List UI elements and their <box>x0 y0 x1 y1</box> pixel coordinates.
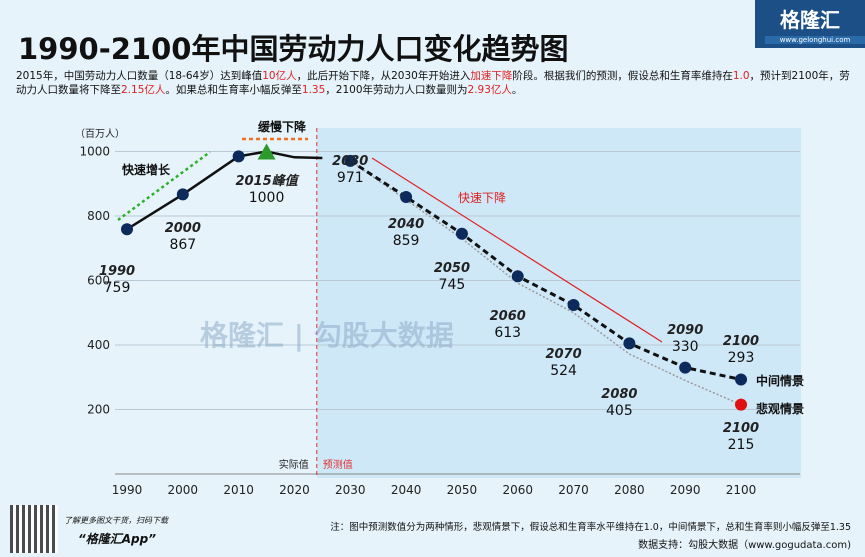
x-tick-label: 2000 <box>168 483 199 497</box>
point-value-label: 405 <box>606 403 633 419</box>
point-value-label: 971 <box>337 170 364 186</box>
page-title: 1990-2100年中国劳动力人口变化趋势图 <box>18 32 569 66</box>
point-year-label: 2100 <box>723 334 759 349</box>
desc-text: 。 <box>511 84 523 96</box>
desc-highlight: 加速下降 <box>470 70 513 82</box>
x-tick-label: 2010 <box>223 483 254 497</box>
point-value-label: 867 <box>169 237 196 253</box>
x-tick-label: 2030 <box>335 483 366 497</box>
data-point <box>176 188 189 201</box>
data-point <box>735 373 748 386</box>
brand-url: www.gelonghui.com <box>765 36 865 44</box>
desc-text: 2015年，中国劳动力人口数量（18-64岁）达到峰值 <box>16 70 263 82</box>
y-tick-label: 600 <box>87 274 110 288</box>
x-tick-label: 2080 <box>614 483 645 497</box>
actual-label: 实际值 <box>279 458 309 471</box>
data-point <box>121 223 133 236</box>
desc-text: ，此后开始下降，从2030年开始进入 <box>296 70 471 82</box>
data-point <box>400 190 413 203</box>
point-year-label: 2050 <box>434 261 470 276</box>
x-tick-label: 2100 <box>726 483 757 497</box>
slow-decline-label: 缓慢下降 <box>258 119 307 134</box>
point-year-label: 2060 <box>490 309 526 324</box>
point-year-label: 2000 <box>165 221 201 236</box>
x-tick-label: 2020 <box>279 483 310 497</box>
forecast-label: 预测值 <box>323 458 353 471</box>
data-point <box>232 150 245 163</box>
point-value-label: 215 <box>728 437 755 453</box>
point-year-label: 2030 <box>332 154 368 169</box>
fast-decline-label: 快速下降 <box>458 191 506 205</box>
data-point <box>679 361 692 374</box>
point-year-label: 2070 <box>545 347 581 362</box>
legend-middle: 中间情景 <box>756 373 804 388</box>
growth-arrow <box>117 150 211 222</box>
y-tick-label: 1000 <box>79 145 110 159</box>
data-point <box>344 154 357 167</box>
desc-highlight: 1.0 <box>732 70 750 82</box>
app-name: “格隆汇App” <box>78 532 156 546</box>
desc-text: 。如果总和生育率小幅反弹至 <box>165 84 302 96</box>
point-year-label: 2080 <box>601 387 637 402</box>
legend-pessimistic: 悲观情景 <box>756 401 804 416</box>
fast-decline-arrow <box>371 157 663 343</box>
x-tick-label: 2040 <box>391 483 422 497</box>
watermark: 格隆汇 | 勾股大数据 <box>200 319 454 352</box>
desc-highlight: 2.15亿人 <box>121 84 166 96</box>
fast-growth-label: 快速增长 <box>122 162 171 177</box>
point-year-label: 1990 <box>99 264 135 279</box>
x-tick-label: 2060 <box>502 483 533 497</box>
y-axis-label: （百万人） <box>75 128 125 140</box>
x-tick-label: 1990 <box>112 483 143 497</box>
desc-text: ，2100年劳动力人口数量则为 <box>325 84 468 96</box>
data-point <box>567 299 580 312</box>
y-tick-label: 200 <box>87 403 110 417</box>
desc-text: ，预计到2100年，劳动力人口数量将下降至 <box>16 70 850 96</box>
x-tick-label: 2050 <box>447 483 478 497</box>
forecast-region <box>316 128 802 478</box>
data-point-pessimistic <box>735 398 748 411</box>
x-tick-label: 2090 <box>670 483 701 497</box>
point-value-label: 859 <box>393 233 420 249</box>
desc-highlight: 2.93亿人 <box>467 84 512 96</box>
data-point <box>623 337 636 350</box>
data-point <box>455 227 468 240</box>
desc-highlight: 10亿人 <box>262 70 297 82</box>
peak-marker <box>257 143 276 160</box>
point-value-label: 613 <box>494 325 521 341</box>
point-value-label: 1000 <box>249 190 285 206</box>
footnote: 注：图中预测数值分为两种情形，悲观情景下，假设总和生育率水平维持在1.0，中间情… <box>330 522 851 533</box>
point-year-label: 2015峰值 <box>235 173 299 189</box>
data-point <box>511 270 524 283</box>
point-value-label: 759 <box>104 280 131 296</box>
point-value-label: 330 <box>672 339 699 355</box>
y-tick-label: 800 <box>87 209 110 223</box>
point-year-label: 2040 <box>388 217 424 232</box>
desc-text: 阶段。根据我们的预测，假设总和生育率维持在 <box>512 70 733 82</box>
historical-line <box>126 150 323 231</box>
y-tick-label: 400 <box>87 338 110 352</box>
app-promo: 了解更多图文干货，扫码下载 <box>64 516 168 525</box>
point-year-label: 2090 <box>667 323 703 338</box>
description: 2015年，中国劳动力人口数量（18-64岁）达到峰值10亿人，此后开始下降，从… <box>16 69 851 97</box>
point-value-label: 293 <box>728 350 755 366</box>
point-value-label: 745 <box>439 277 466 293</box>
point-value-label: 524 <box>550 363 577 379</box>
desc-highlight: 1.35 <box>301 84 326 96</box>
x-tick-label: 2070 <box>558 483 589 497</box>
data-source: 数据支持：勾股大数据（www.gogudata.com) <box>638 540 851 551</box>
series-line-middle <box>349 159 742 381</box>
qr-code <box>10 505 58 553</box>
point-year-label: 2100 <box>723 421 759 436</box>
